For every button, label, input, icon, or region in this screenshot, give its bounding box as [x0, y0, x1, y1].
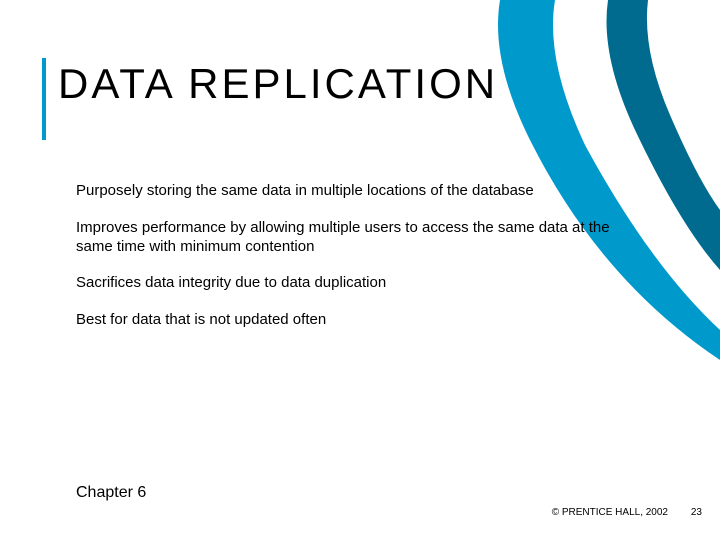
page-number: 23: [691, 507, 702, 518]
title-accent-bar: [42, 58, 46, 140]
copyright-text: © PRENTICE HALL, 2002: [552, 507, 668, 518]
bullet-item: Best for data that is not updated often: [76, 311, 636, 330]
bullet-item: Improves performance by allowing multipl…: [76, 219, 636, 257]
slide-title: DATA REPLICATION: [58, 60, 498, 108]
slide-container: DATA REPLICATION Purposely storing the s…: [0, 0, 720, 540]
slide-body: Purposely storing the same data in multi…: [76, 182, 636, 348]
bullet-item: Purposely storing the same data in multi…: [76, 182, 636, 201]
bullet-item: Sacrifices data integrity due to data du…: [76, 274, 636, 293]
chapter-label: Chapter 6: [76, 484, 146, 502]
